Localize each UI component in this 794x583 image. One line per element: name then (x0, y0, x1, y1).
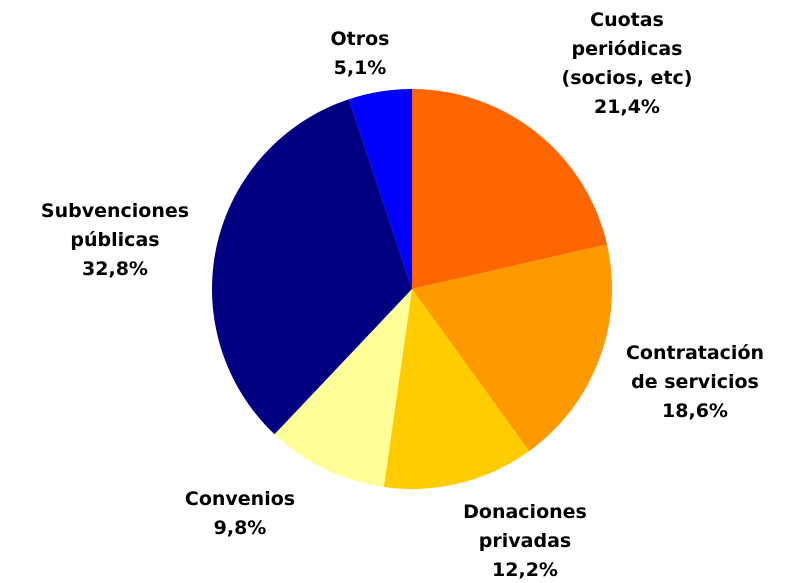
slice-label-line: Subvenciones (41, 200, 189, 222)
slice-value-label: 12,2% (492, 559, 558, 581)
slice-label-line: Otros (331, 28, 390, 50)
slice-label-line: de servicios (631, 371, 759, 393)
slice-label-line: Cuotas (590, 9, 664, 31)
slice-value-label: 21,4% (594, 96, 660, 118)
slice-label: Contratación de servicios (626, 342, 764, 393)
pie-slice (348, 89, 412, 289)
slice-label-line: públicas (70, 229, 159, 251)
slice-value-label: 32,8% (82, 258, 148, 280)
slice-label-line: periódicas (572, 38, 683, 60)
pie-slice (212, 99, 412, 435)
slice-label: Subvenciones públicas (41, 200, 189, 251)
pie-slice (412, 244, 612, 452)
slice-value-label: 9,8% (214, 517, 267, 539)
slice-value-label: 18,6% (662, 400, 728, 422)
slice-label-line: Donaciones (463, 501, 587, 523)
pie-slice (412, 89, 607, 289)
slice-label-line: (socios, etc) (562, 67, 693, 89)
slice-label-line: Contratación (626, 342, 764, 364)
slice-label: Otros (331, 28, 390, 50)
slice-value-label: 5,1% (334, 57, 387, 79)
slice-label: Donaciones privadas (463, 501, 587, 552)
pie-slice (274, 289, 412, 488)
slice-label-line: privadas (479, 530, 571, 552)
pie-slice (383, 289, 530, 489)
slice-label: Convenios (185, 488, 295, 510)
slice-label: Cuotas periódicas (socios, etc) (562, 9, 693, 89)
slice-label-line: Convenios (185, 488, 295, 510)
